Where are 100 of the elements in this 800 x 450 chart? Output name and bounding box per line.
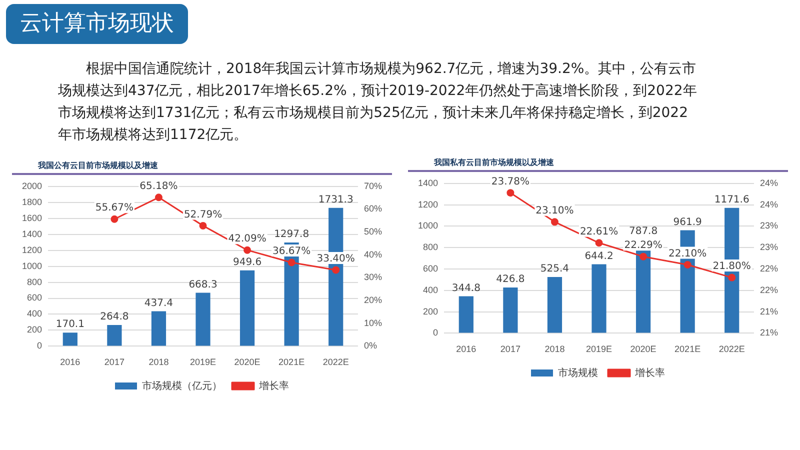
data-label: 1297.8	[274, 229, 310, 240]
data-label: 23.10%	[536, 206, 574, 217]
y2-tick-label: 23%	[760, 242, 778, 252]
y2-tick-label: 20%	[364, 295, 382, 306]
y2-tick-label: 30%	[364, 272, 382, 282]
y2-tick-label: 22%	[760, 284, 778, 295]
data-label: 36.67%	[272, 246, 311, 258]
y-tick-label: 1000	[418, 220, 438, 231]
x-tick-label: 2022E	[322, 357, 349, 368]
y-tick-label: 400	[422, 284, 438, 295]
y2-tick-label: 23%	[760, 220, 778, 231]
y2-tick-label: 60%	[364, 204, 382, 214]
x-tick-label: 2020E	[234, 357, 260, 368]
y-tick-label: 0	[37, 340, 42, 351]
point	[288, 258, 296, 266]
y-tick-label: 800	[26, 276, 42, 287]
chart-title: 我国私有云目前市场规模以及增速	[408, 157, 788, 172]
y-tick-label: 1000	[22, 260, 42, 271]
x-tick-label: 2018	[544, 344, 565, 354]
x-tick-label: 2019E	[190, 357, 216, 368]
data-label: 668.3	[188, 279, 218, 290]
point	[640, 252, 648, 260]
data-label: 644.2	[584, 250, 614, 262]
point	[595, 239, 603, 247]
data-label: 22.61%	[580, 226, 618, 238]
text: 云计算市场现状	[6, 4, 188, 44]
point	[506, 189, 514, 197]
data-label: 961.9	[673, 216, 702, 228]
x-tick-label: 2017	[500, 344, 520, 354]
legend-label: 增长率	[634, 366, 665, 379]
point	[110, 215, 118, 223]
y-tick-label: 1200	[418, 199, 438, 210]
legend-label: 增长率	[258, 380, 289, 392]
bar	[62, 332, 78, 346]
data-label: 1731.3	[318, 194, 354, 206]
point	[728, 274, 736, 282]
data-label: 22.29%	[624, 240, 662, 252]
legend-label: 市场规模	[558, 366, 598, 379]
y-tick-label: 200	[26, 324, 42, 335]
x-tick-label: 2021E	[278, 357, 305, 368]
data-label: 437.4	[144, 298, 174, 309]
data-label: 42.09%	[228, 234, 266, 245]
data-label: 1171.6	[714, 194, 750, 206]
data-label: 33.40%	[316, 254, 355, 265]
point	[684, 260, 692, 268]
x-tick-label: 2020E	[630, 344, 656, 354]
x-tick-label: 2016	[60, 357, 80, 368]
bar	[547, 276, 562, 333]
y-tick-label: 600	[422, 263, 438, 274]
data-label: 344.8	[452, 282, 480, 294]
x-tick-label: 2019E	[586, 344, 612, 354]
data-label: 426.8	[496, 274, 525, 286]
y2-tick-label: 0%	[364, 340, 377, 351]
data-label: 949.6	[232, 256, 262, 268]
y-tick-label: 1800	[22, 196, 42, 207]
y2-tick-label: 24%	[760, 178, 778, 188]
y-tick-label: 1600	[22, 212, 42, 223]
y-tick-label: 1400	[22, 228, 42, 239]
data-label: 525.4	[540, 264, 570, 275]
y2-tick-label: 50%	[364, 226, 382, 237]
x-tick-label: 2017	[104, 357, 124, 368]
chart-title: 我国公有云目前市场规模以及增速	[12, 160, 392, 175]
bar	[107, 325, 122, 346]
y-tick-label: 800	[422, 242, 438, 252]
y2-tick-label: 10%	[364, 318, 382, 328]
y2-tick-label: 21%	[760, 306, 778, 316]
data-label: 23.78%	[491, 176, 530, 188]
bar	[240, 270, 255, 346]
bar	[592, 264, 606, 333]
bar	[458, 296, 474, 333]
point	[244, 246, 252, 254]
y-tick-label: 600	[26, 292, 42, 303]
bar	[151, 311, 166, 346]
data-label: 170.1	[56, 319, 84, 330]
x-tick-label: 2021E	[674, 344, 701, 354]
x-tick-label: 2022E	[718, 344, 745, 354]
y-tick-label: 2000	[22, 180, 42, 191]
data-label: 787.8	[628, 226, 658, 238]
data-label: 65.18%	[140, 180, 178, 192]
y2-tick-label: 22%	[760, 263, 778, 274]
y-tick-label: 400	[26, 308, 42, 319]
text: 根据中国信通院统计，2018年我国云计算市场规模为962.7亿元，增速为39.2%。其中，公有云市场规模达到437亿元，相比2017年增长65.2%，预计2019-2022年仍然处于高速增长阶段，到2022年市场规模将达到1731亿元；私有云市场规模目前为525亿元，预计未来几年将保持稳定增长，到2022年市场规模将达到1172亿元。	[58, 60, 698, 145]
y-tick-label: 200	[422, 306, 438, 316]
y2-tick-label: 40%	[364, 249, 382, 260]
bar	[196, 292, 210, 346]
y2-tick-label: 21%	[760, 328, 778, 338]
x-tick-label: 2018	[148, 357, 169, 368]
point	[332, 266, 340, 274]
bar	[503, 288, 518, 333]
y-tick-label: 1400	[418, 178, 438, 188]
point	[550, 218, 558, 226]
data-label: 52.79%	[184, 209, 222, 220]
y-tick-label: 1200	[22, 244, 42, 255]
data-label: 55.67%	[95, 202, 134, 214]
data-label: 21.80%	[712, 261, 751, 272]
y2-tick-label: 24%	[760, 199, 778, 210]
data-label: 264.8	[100, 312, 129, 323]
point	[199, 222, 207, 230]
legend-label: 市场规模（亿元）	[142, 380, 222, 392]
data-label: 22.10%	[668, 248, 707, 260]
